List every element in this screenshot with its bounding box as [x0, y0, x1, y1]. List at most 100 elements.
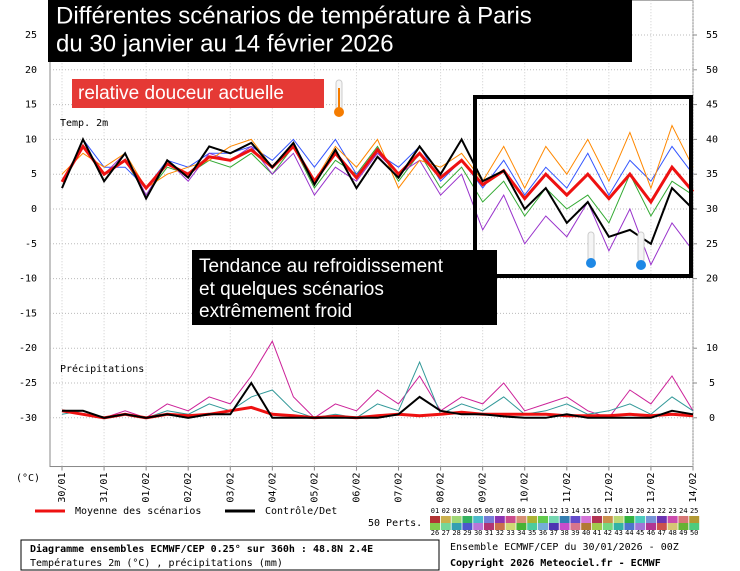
perturbation-label: 39: [571, 529, 579, 537]
y2-tick-label: 10: [706, 343, 718, 354]
perturbation-label: 46: [647, 529, 655, 537]
perturbations-label: 50 Perts.: [368, 518, 422, 529]
perturbation-label: 22: [658, 507, 666, 515]
series-line: [61, 145, 694, 224]
perturbation-swatch: [484, 516, 494, 523]
y-tick-label: 0: [31, 204, 37, 215]
footer-text: Températures 2m (°C) , précipitations (m…: [30, 557, 283, 569]
perturbation-swatch: [635, 523, 646, 530]
perturbation-label: 11: [539, 507, 547, 515]
perturbation-label: 19: [625, 507, 633, 515]
perturbation-swatch: [516, 523, 527, 530]
perturbation-swatch: [462, 523, 473, 530]
perturbation-swatch: [559, 523, 570, 530]
y2-tick-label: 45: [706, 100, 718, 111]
perturbation-label: 45: [636, 529, 644, 537]
y2-tick-label: 55: [706, 30, 718, 41]
chart-title: Différentes scénarios de température à P…: [56, 2, 532, 29]
perturbation-swatch: [613, 523, 624, 530]
y-tick-label: -5: [25, 239, 37, 250]
panel-label: Précipitations: [60, 363, 144, 375]
footer-text: Ensemble ECMWF/CEP du 30/01/2026 - 00Z: [450, 542, 679, 553]
x-tick-label: 08/02: [436, 473, 447, 503]
perturbation-label: 32: [496, 529, 504, 537]
perturbation-label: 49: [679, 529, 687, 537]
perturbation-label: 48: [668, 529, 676, 537]
perturbation-swatch: [430, 516, 440, 523]
perturbation-label: 26: [431, 529, 439, 537]
perturbation-label: 17: [604, 507, 612, 515]
x-tick-label: 09/02: [478, 473, 489, 503]
perturbation-label: 08: [506, 507, 514, 515]
perturbation-label: 33: [506, 529, 514, 537]
perturbation-swatch: [592, 516, 602, 523]
y-tick-label: 10: [25, 134, 37, 145]
perturbation-swatch: [613, 516, 624, 523]
y2-tick-label: 30: [706, 204, 718, 215]
perturbation-label: 25: [690, 507, 698, 515]
series-line: [62, 381, 694, 419]
y-tick-label: 15: [25, 100, 37, 111]
footer-box: [20, 539, 440, 571]
perturbation-swatch: [559, 516, 570, 523]
perturbation-label: 15: [582, 507, 590, 515]
perturbation-label: 21: [647, 507, 655, 515]
series-line: [60, 143, 695, 205]
thermometer-icon: [334, 79, 344, 117]
series-line: [61, 124, 694, 190]
y-tick-label: -15: [19, 308, 37, 319]
annotation-box: [192, 250, 497, 325]
x-tick-label: 31/01: [99, 473, 110, 503]
title-box: [48, 0, 632, 62]
perturbation-label: 28: [452, 529, 460, 537]
perturbation-swatch: [538, 523, 548, 530]
perturbation-swatch: [646, 523, 656, 530]
perturbation-swatch: [505, 523, 516, 530]
x-tick-label: 07/02: [394, 473, 405, 503]
y-tick-label: 5: [31, 169, 37, 180]
perturbation-swatch: [473, 523, 484, 530]
perturbation-label: 10: [528, 507, 536, 515]
perturbation-swatch: [581, 516, 592, 523]
perturbation-label: 20: [636, 507, 644, 515]
y-tick-label: -25: [19, 378, 37, 389]
perturbation-label: 35: [528, 529, 536, 537]
perturbation-swatch: [440, 523, 451, 530]
perturbation-label: 29: [463, 529, 471, 537]
perturbation-swatch: [570, 516, 581, 523]
x-tick-label: 10/02: [520, 473, 531, 503]
series-line: [61, 137, 694, 246]
perturbation-swatch: [516, 516, 527, 523]
perturbation-swatch: [678, 523, 689, 530]
perturbation-label: 30: [474, 529, 482, 537]
y-tick-label: -20: [19, 343, 37, 354]
perturbation-swatch: [484, 523, 494, 530]
legend-label: Moyenne des scénarios: [75, 505, 201, 517]
legend-label: Contrôle/Det: [265, 505, 337, 517]
perturbation-label: 14: [571, 507, 579, 515]
perturbation-label: 50: [690, 529, 698, 537]
perturbation-swatch: [656, 523, 667, 530]
perturbation-label: 13: [560, 507, 568, 515]
perturbation-swatch: [635, 516, 646, 523]
x-tick-label: 06/02: [351, 473, 362, 503]
perturbation-label: 36: [539, 529, 547, 537]
perturbation-label: 05: [474, 507, 482, 515]
perturbation-swatch: [548, 523, 559, 530]
perturbation-label: 09: [517, 507, 525, 515]
perturbation-label: 34: [517, 529, 525, 537]
x-tick-label: 03/02: [225, 473, 236, 503]
chart-subtitle: du 30 janvier au 14 février 2026: [56, 30, 394, 57]
y-tick-label: -30: [19, 413, 37, 424]
perturbation-label: 03: [452, 507, 460, 515]
perturbation-label: 47: [658, 529, 666, 537]
perturbation-grid: 01 02 03 04 05 06 07 08 09 10 11 12 13 14 15 16 17 18 19 20…: [430, 507, 700, 537]
x-tick-label: 13/02: [646, 473, 657, 503]
series-line: [61, 340, 694, 419]
perturbation-label: 24: [679, 507, 687, 515]
x-tick-label: 14/02: [688, 473, 699, 503]
perturbation-swatch: [494, 516, 505, 523]
perturbation-label: 31: [485, 529, 493, 537]
y-unit: (°C): [16, 473, 40, 484]
perturbation-label: 43: [614, 529, 622, 537]
